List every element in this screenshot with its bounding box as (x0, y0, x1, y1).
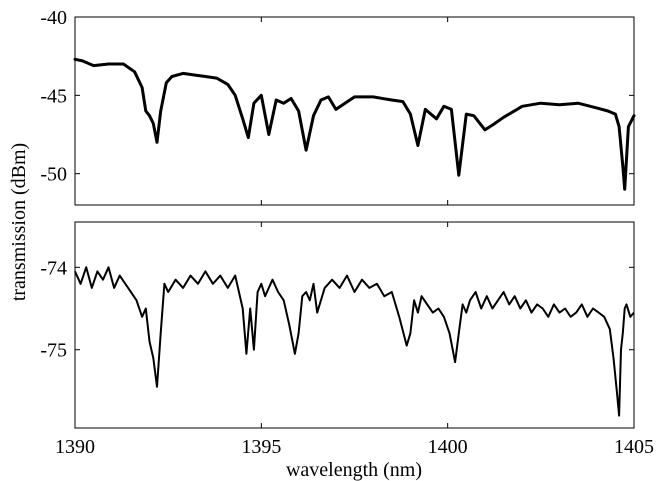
bottom-y-tick-label: -75 (40, 340, 67, 362)
top-panel: -50 -45 -40 (40, 7, 636, 206)
bottom-series-line (74, 266, 635, 417)
bottom-x-tick-label: 1405 (614, 436, 654, 458)
bottom-x-tick-label: 1390 (55, 436, 95, 458)
bottom-x-tick-label: 1400 (428, 436, 468, 458)
top-y-tick-label: -50 (40, 164, 67, 186)
top-y-tick-labels: -50 -45 -40 (40, 7, 67, 186)
top-y-tick-label: -45 (40, 85, 67, 107)
y-axis-label: transmission (dBm) (8, 143, 30, 301)
bottom-x-tick-label: 1395 (241, 436, 281, 458)
top-series-line (73, 57, 636, 191)
top-y-tick-label: -40 (40, 7, 67, 29)
bottom-y-tick-label: -74 (40, 257, 67, 279)
top-ticks (74, 16, 635, 205)
x-axis-label: wavelength (nm) (286, 459, 422, 481)
top-axes-frame (74, 16, 635, 206)
bottom-panel: -75 -74 1390 1395 1400 1405 (40, 221, 654, 458)
bottom-x-tick-labels: 1390 1395 1400 1405 (55, 436, 654, 458)
bottom-ticks (74, 222, 635, 428)
bottom-y-tick-labels: -75 -74 (40, 257, 67, 361)
bottom-axes-frame (74, 221, 635, 429)
